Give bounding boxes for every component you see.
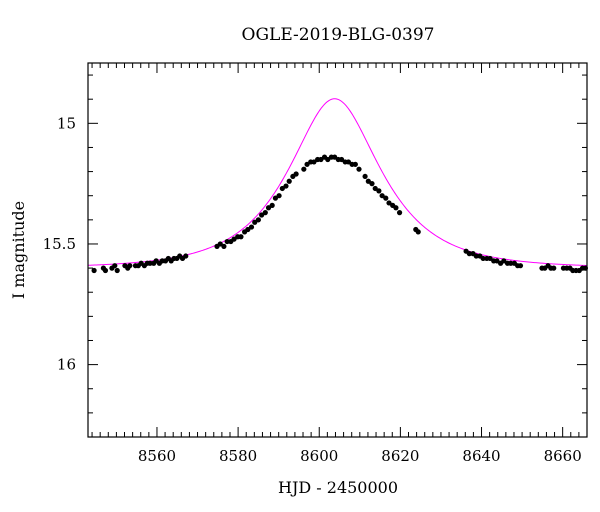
data-point: [112, 263, 118, 269]
data-point: [276, 193, 282, 199]
data-point: [508, 260, 514, 266]
model-curve: [87, 98, 588, 267]
data-point: [114, 267, 120, 274]
plot-area: [87, 98, 588, 274]
data-point: [269, 202, 275, 208]
data-point: [283, 183, 289, 189]
data-point: [248, 224, 255, 230]
data-point: [369, 181, 375, 187]
data-point: [255, 217, 261, 223]
data-point: [91, 267, 97, 274]
y-axis-title: I magnitude: [9, 201, 28, 299]
data-point: [376, 188, 382, 194]
x-tick-label: 8660: [544, 447, 582, 465]
data-point: [238, 234, 244, 240]
data-point: [551, 265, 557, 271]
y-tick-label: 15.5: [43, 235, 76, 253]
data-point: [383, 195, 389, 201]
y-tick-label: 15: [57, 114, 76, 132]
chart-title: OGLE-2019-BLG-0397: [242, 25, 435, 45]
data-point: [396, 210, 403, 216]
data-point: [352, 161, 358, 167]
plot-frame: [87, 62, 588, 438]
data-point: [466, 251, 472, 257]
data-point: [301, 166, 307, 172]
x-tick-label: 8600: [300, 447, 338, 465]
data-point: [127, 263, 133, 269]
x-tick-label: 8580: [219, 447, 257, 465]
data-point: [415, 229, 421, 235]
x-tick-label: 8620: [381, 447, 419, 465]
x-tick-label: 8560: [138, 447, 176, 465]
axis-ticks: [88, 63, 588, 438]
data-point: [393, 205, 399, 211]
data-point: [517, 263, 524, 269]
data-point: [473, 253, 479, 259]
data-point: [332, 154, 338, 160]
data-point: [224, 238, 230, 245]
data-point: [102, 267, 109, 274]
y-tick-label: 16: [57, 356, 76, 374]
x-axis-title: HJD - 2450000: [278, 478, 398, 497]
data-point: [318, 156, 324, 163]
data-point: [362, 173, 368, 180]
data-point: [325, 156, 331, 163]
data-point: [221, 243, 227, 249]
data-point: [262, 210, 268, 216]
x-tick-label: 8640: [462, 447, 500, 465]
axis-tick-labels: 8560 8580 8600 8620 8640 8660 15 15.5 16: [43, 114, 582, 465]
data-point: [293, 171, 299, 177]
data-point: [480, 255, 486, 262]
data-point: [356, 166, 362, 172]
data-point: [365, 178, 371, 184]
data-point: [183, 253, 189, 259]
data-point: [147, 260, 153, 266]
data-point: [286, 178, 292, 184]
